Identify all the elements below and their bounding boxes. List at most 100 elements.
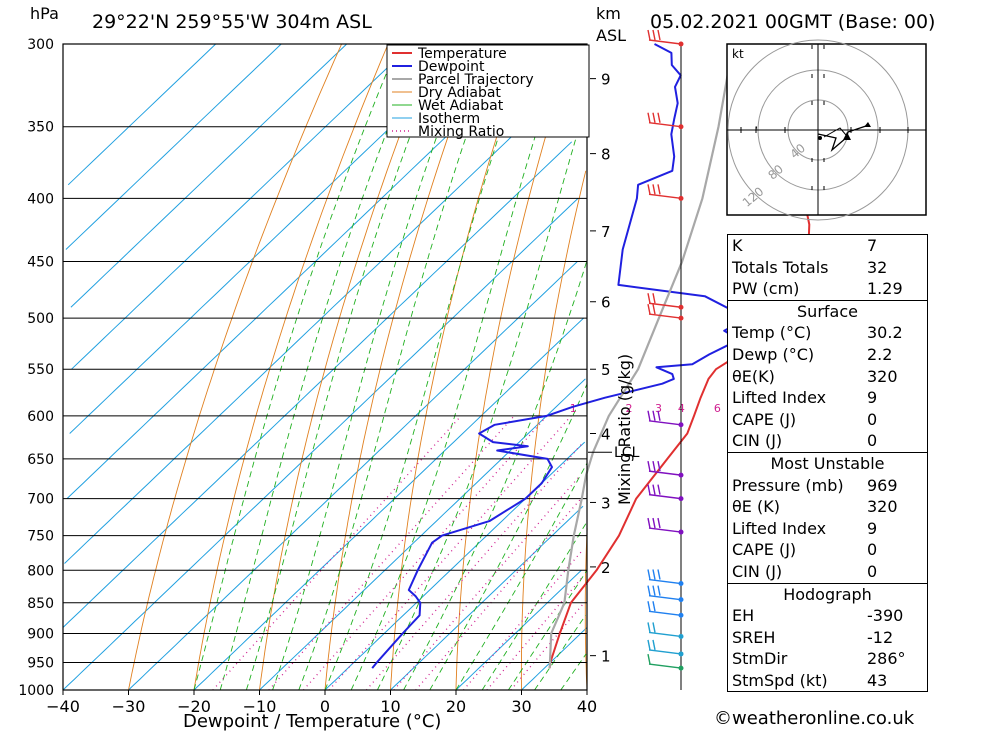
dry-adiabats — [128, 43, 588, 691]
dry-adiabat-line — [520, 170, 587, 690]
isotherm-line — [324, 441, 586, 691]
wind-barb-flag — [652, 29, 656, 41]
wind-barb-shaft — [648, 122, 682, 128]
x-tick-label: 30 — [511, 697, 531, 716]
wind-barb-flag — [657, 29, 661, 41]
x-tick-label: 40 — [577, 697, 597, 716]
legend-isotherm: Isotherm — [418, 111, 480, 127]
copyright-footer[interactable]: ©weatheronline.co.uk — [714, 708, 915, 729]
isotherm-line — [64, 78, 573, 564]
wind-barb-flag — [652, 484, 656, 495]
wind-barb — [647, 29, 684, 47]
eh-label: EH — [732, 606, 755, 626]
x-tick-label: −10 — [243, 697, 277, 716]
mu-cin-value: 0 — [867, 561, 878, 581]
wind-barb — [647, 622, 684, 639]
hodograph: kt 40 80 120 — [726, 39, 927, 221]
wind-barb-flag — [652, 112, 656, 123]
wind-barb-flag — [647, 484, 651, 495]
totals-totals-value: 32 — [867, 257, 888, 277]
axes: 3003504004505005506006507007508008509009… — [18, 37, 682, 716]
mu-li-label: Lifted Index — [732, 518, 827, 538]
pressure-tick-label: 850 — [27, 596, 54, 612]
dry-adiabat-line — [455, 43, 575, 691]
surface-temp-label: Temp (°C) — [732, 323, 812, 343]
totals-totals-label: Totals Totals — [732, 257, 829, 277]
surface-cin-label: CIN (J) — [732, 431, 783, 451]
pressure-tick-label: 350 — [27, 120, 54, 136]
datetime-title: 05.02.2021 00GMT (Base: 00) — [650, 11, 935, 33]
km-unit-label: km — [596, 4, 621, 23]
legend-parcel: Parcel Trajectory — [418, 72, 534, 88]
pressure-tick-label: 600 — [27, 409, 54, 425]
plot-frame — [62, 43, 588, 691]
wind-barbs — [647, 29, 684, 671]
km-tick-label: 5 — [601, 361, 611, 379]
pressure-tick-label: 750 — [27, 529, 54, 545]
wind-barb-flag — [647, 460, 651, 472]
mixing-ratio-tick-label: 1 — [570, 402, 577, 415]
surface-temp-value: 30.2 — [867, 323, 903, 343]
mixing-ratio-line — [365, 441, 584, 691]
stmspd-value: 43 — [867, 670, 888, 690]
wind-barb-flag — [657, 460, 661, 472]
wind-barb — [647, 517, 684, 535]
wind-barb-flag — [657, 112, 661, 123]
surface-dewp-value: 2.2 — [867, 344, 893, 364]
mixing-ratio-line — [328, 415, 572, 691]
wind-barb-flag — [652, 639, 656, 651]
wet-adiabat-line — [350, 43, 566, 691]
wind-barb — [647, 484, 684, 502]
km-tick-label: 8 — [601, 146, 611, 164]
sreh-value: -12 — [867, 627, 894, 647]
wet-adiabat-line — [534, 615, 586, 691]
wind-barb-flag — [647, 410, 651, 421]
wind-barb-shaft — [648, 302, 682, 308]
wet-adiabat-line — [560, 653, 587, 691]
km-tick-label: 4 — [601, 426, 611, 444]
wind-barb-flag — [657, 569, 661, 580]
wind-barb-flag — [647, 112, 651, 123]
pressure-tick-label: 900 — [27, 626, 54, 642]
pressure-tick-label: 650 — [27, 452, 54, 468]
wind-barb-flag — [647, 303, 651, 315]
legend-temperature: Temperature — [417, 46, 507, 62]
x-tick-label: 10 — [380, 697, 400, 716]
mu-thetae-label: θE (K) — [732, 497, 780, 517]
pressure-tick-label: 800 — [27, 563, 54, 579]
surface-cin-value: 0 — [867, 431, 878, 451]
wind-barb-shaft — [648, 493, 682, 500]
asl-unit-label: ASL — [596, 26, 626, 45]
stmspd-label: StmSpd (kt) — [732, 670, 828, 690]
eh-value: -390 — [867, 606, 904, 626]
wind-barb — [647, 569, 684, 587]
mixing-ratio-line — [303, 415, 548, 691]
wet-adiabat-line — [245, 43, 446, 691]
isotherm-line — [70, 43, 348, 308]
mixing-ratio-axis-label: Mixing Ratio (g/kg) — [615, 354, 634, 505]
legend-dry-adiabat: Dry Adiabat — [418, 85, 501, 101]
wind-barb — [647, 303, 684, 321]
wind-barb-flag — [657, 517, 661, 529]
wind-barb — [647, 653, 684, 671]
lcl-label: LCL — [614, 445, 640, 461]
wind-barb-flag — [652, 585, 656, 596]
hodograph-stats-title: Hodograph — [783, 584, 872, 604]
wind-barb-flag — [647, 653, 651, 665]
wind-barb-flag — [652, 410, 656, 421]
indices-table: K 7 Totals Totals 32 PW (cm) 1.29 Surface T… — [727, 234, 928, 693]
mixing-ratio-tick-label: 2 — [625, 402, 632, 415]
isotherm-line — [455, 569, 582, 691]
surface-li-value: 9 — [867, 388, 878, 408]
surface-thetae-value: 320 — [867, 366, 898, 386]
wind-barb-shaft — [648, 420, 682, 426]
hodograph-unit-label: kt — [732, 47, 744, 61]
isotherm-line — [390, 505, 584, 691]
wet-adiabat-line — [481, 520, 588, 691]
pressure-unit-label: hPa — [30, 4, 59, 23]
surface-title: Surface — [797, 301, 858, 321]
wind-barb-flag — [647, 601, 651, 612]
x-axis-label: Dewpoint / Temperature (°C) — [183, 711, 441, 732]
wind-barb-shaft — [648, 193, 682, 200]
wind-barb-flag — [652, 303, 656, 315]
